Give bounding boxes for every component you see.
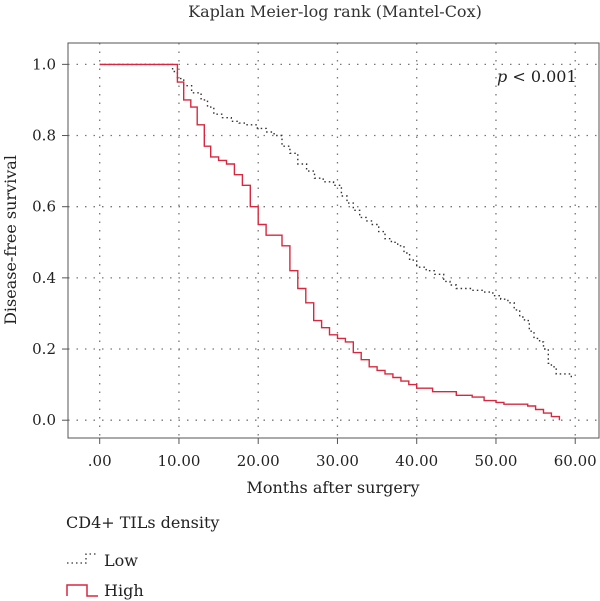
km-chart: Kaplan Meier-log rank (Mantel-Cox) 0.00.… [1, 2, 600, 497]
x-tick-label: 60.00 [554, 452, 597, 470]
solid-line-swatch-icon [66, 584, 98, 597]
series-line-high [99, 63, 561, 421]
x-axis: .00 10.00 20.00 30.00 40.00 50.00 60.00 [88, 438, 597, 470]
y-tick-label: 0.8 [32, 127, 56, 145]
legend-label-high: High [104, 581, 144, 600]
p-value-annotation: p < 0.001 [497, 67, 577, 86]
grid-lines [68, 43, 599, 438]
y-tick-label: 1.0 [32, 55, 56, 73]
dotted-line-swatch-icon [67, 553, 98, 564]
x-tick-label: 10.00 [157, 452, 200, 470]
x-tick-label: 40.00 [395, 452, 438, 470]
chart-title: Kaplan Meier-log rank (Mantel-Cox) [188, 2, 482, 21]
y-axis: 0.0 0.2 0.4 0.6 0.8 1.0 [32, 55, 68, 429]
legend-title: CD4+ TILs density [66, 513, 220, 532]
p-value-text: < 0.001 [507, 67, 576, 86]
x-tick-label: 30.00 [316, 452, 359, 470]
y-tick-label: 0.0 [32, 411, 56, 429]
series-line-low [99, 63, 572, 378]
plot-frame [67, 42, 600, 439]
y-tick-label: 0.4 [32, 269, 56, 287]
x-tick-label: 50.00 [474, 452, 517, 470]
p-symbol: p [497, 67, 507, 86]
legend-label-low: Low [104, 551, 138, 570]
y-tick-label: 0.6 [32, 198, 56, 216]
x-axis-label: Months after surgery [246, 478, 419, 497]
x-tick-label: .00 [88, 452, 112, 470]
survival-curves [99, 63, 572, 421]
x-tick-label: 20.00 [237, 452, 280, 470]
y-axis-label: Disease-free survival [1, 155, 20, 325]
y-tick-label: 0.2 [32, 340, 56, 358]
